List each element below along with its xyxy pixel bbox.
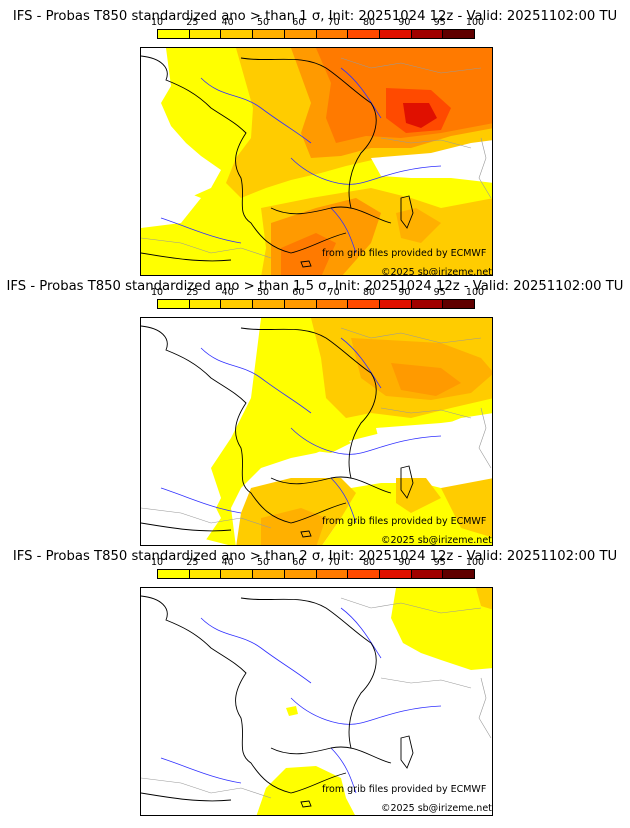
copyright-credit: ©2025 sb@irizeme.net: [381, 535, 492, 546]
colorbar-segment: [253, 30, 285, 38]
probability-map-1-5sigma: from grib files provided by ECMWF ©2025 …: [140, 317, 493, 546]
colorbar-segment: [443, 300, 475, 308]
copyright-credit: ©2025 sb@irizeme.net: [381, 267, 492, 276]
colorbar-segment: [284, 30, 317, 38]
colorbar-segment: [189, 570, 222, 578]
colorbar-segment: [443, 30, 475, 38]
source-credit: from grib files provided by ECMWF: [322, 248, 487, 259]
colorbar-tick-label: 70: [327, 287, 340, 298]
colorbar-segment: [221, 30, 254, 38]
colorbar-segment: [284, 570, 317, 578]
colorbar-segment: [411, 30, 444, 38]
colorbar-segment: [158, 570, 190, 578]
colorbar-segment: [221, 570, 254, 578]
colorbar-segment: [158, 300, 190, 308]
colorbar-segment: [253, 300, 285, 308]
colorbar-ticks: 10 25 40 50 60 70 80 90 95 100: [151, 17, 484, 29]
colorbar-segment: [379, 30, 412, 38]
colorbar-tick-label: 80: [362, 287, 376, 298]
colorbar-segment: [316, 570, 349, 578]
panel-title: IFS - Probas T850 standardized ano > tha…: [6, 279, 624, 294]
colorbar-tick-label: 80: [362, 557, 376, 568]
colorbar-tick-label: 25: [186, 17, 199, 28]
colorbar-tick-label: 70: [327, 557, 340, 568]
colorbar-tick-label: 100: [465, 557, 485, 568]
colorbar-segment: [253, 570, 285, 578]
colorbar: [157, 569, 475, 579]
colorbar-tick-label: 10: [150, 557, 164, 568]
colorbar-segment: [348, 570, 380, 578]
colorbar-segment: [221, 300, 254, 308]
colorbar-tick-label: 90: [398, 17, 411, 28]
colorbar-segment: [189, 30, 222, 38]
colorbar-tick-label: 10: [150, 17, 164, 28]
colorbar-tick-label: 50: [256, 557, 270, 568]
colorbar-tick-label: 60: [292, 17, 305, 28]
colorbar-tick-label: 40: [221, 17, 234, 28]
colorbar-segment: [158, 30, 190, 38]
colorbar: [157, 299, 475, 309]
colorbar-tick-label: 40: [221, 287, 234, 298]
probability-map-2sigma: from grib files provided by ECMWF ©2025 …: [140, 587, 493, 816]
colorbar-tick-label: 70: [327, 17, 340, 28]
colorbar-segment: [379, 300, 412, 308]
colorbar-tick-label: 50: [256, 17, 270, 28]
colorbar-segment: [379, 570, 412, 578]
colorbar-segment: [411, 300, 444, 308]
colorbar-segment: [316, 300, 349, 308]
colorbar-ticks: 10 25 40 50 60 70 80 90 95 100: [151, 287, 484, 299]
colorbar-tick-label: 95: [433, 287, 446, 298]
source-credit: from grib files provided by ECMWF: [322, 784, 487, 795]
colorbar-tick-label: 25: [186, 557, 199, 568]
panel-title: IFS - Probas T850 standardized ano > tha…: [12, 9, 618, 24]
colorbar-segment: [348, 30, 380, 38]
colorbar-tick-label: 10: [150, 287, 164, 298]
colorbar-tick-label: 95: [433, 17, 446, 28]
colorbar-tick-label: 100: [465, 287, 485, 298]
colorbar-tick-label: 90: [398, 557, 411, 568]
source-credit: from grib files provided by ECMWF: [322, 516, 487, 527]
probability-map-1sigma: from grib files provided by ECMWF ©2025 …: [140, 47, 493, 276]
panel-title: IFS - Probas T850 standardized ano > tha…: [12, 549, 618, 564]
colorbar-tick-label: 95: [433, 557, 446, 568]
colorbar-segment: [284, 300, 317, 308]
colorbar-tick-label: 100: [465, 17, 485, 28]
colorbar: [157, 29, 475, 39]
colorbar-tick-label: 80: [362, 17, 376, 28]
colorbar-segment: [348, 300, 380, 308]
colorbar-tick-label: 50: [256, 287, 270, 298]
colorbar-tick-label: 90: [398, 287, 411, 298]
colorbar-segment: [411, 570, 444, 578]
colorbar-tick-label: 60: [292, 287, 305, 298]
colorbar-tick-label: 40: [221, 557, 234, 568]
colorbar-ticks: 10 25 40 50 60 70 80 90 95 100: [151, 557, 484, 569]
colorbar-segment: [189, 300, 222, 308]
colorbar-tick-label: 60: [292, 557, 305, 568]
copyright-credit: ©2025 sb@irizeme.net: [381, 803, 492, 814]
colorbar-tick-label: 25: [186, 287, 199, 298]
colorbar-segment: [316, 30, 349, 38]
colorbar-segment: [443, 570, 475, 578]
